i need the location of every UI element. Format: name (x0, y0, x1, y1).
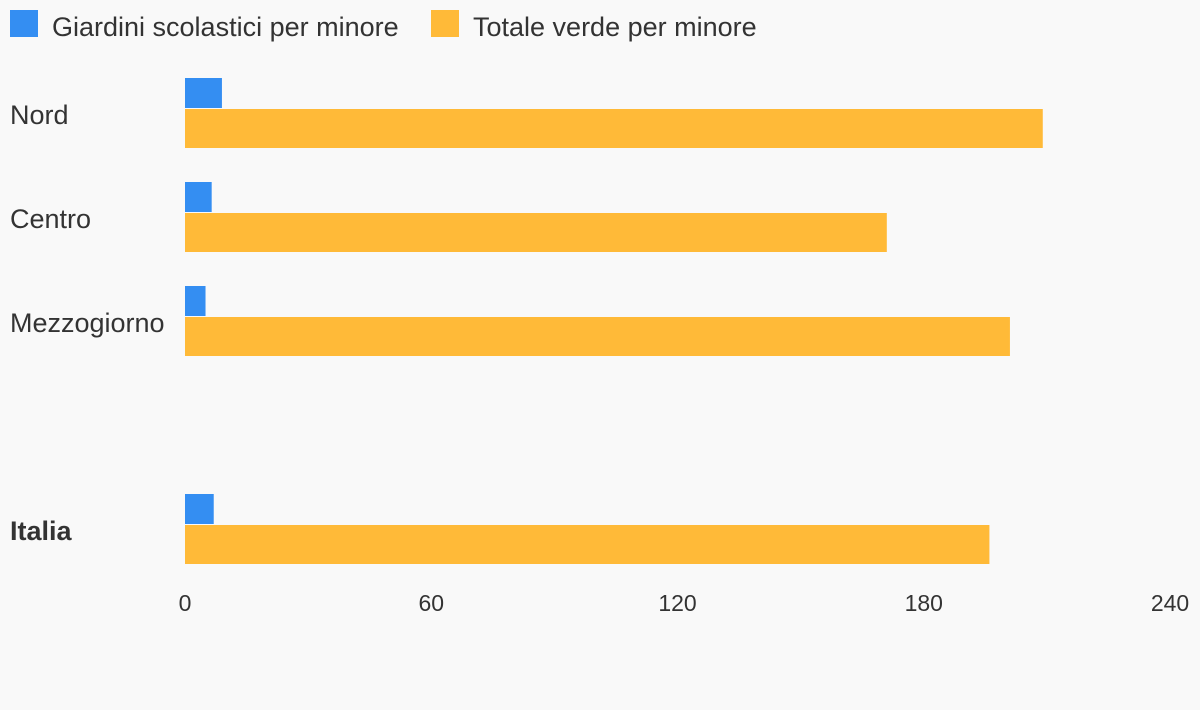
x-tick-label: 180 (905, 590, 943, 616)
legend-label-giardini: Giardini scolastici per minore (52, 12, 399, 42)
legend-swatch-giardini (10, 10, 38, 37)
x-tick-label: 120 (658, 590, 696, 616)
x-axis: 0 60 120 180 240 (179, 590, 1190, 616)
bar-giardini-nord (185, 78, 222, 108)
bar-giardini-mezzogiorno (185, 286, 206, 316)
chart-bars (185, 78, 1043, 564)
bar-giardini-centro (185, 182, 212, 212)
bar-totale-verde-nord (185, 109, 1043, 148)
x-tick-label: 240 (1151, 590, 1189, 616)
legend-swatch-totale-verde (431, 10, 459, 37)
category-label-mezzogiorno: Mezzogiorno (10, 308, 165, 338)
legend-label-totale-verde: Totale verde per minore (473, 12, 757, 42)
category-labels: Nord Centro Mezzogiorno Italia (10, 100, 165, 546)
bar-giardini-italia (185, 494, 214, 524)
x-tick-label: 0 (179, 590, 192, 616)
category-label-italia: Italia (10, 516, 73, 546)
bar-totale-verde-centro (185, 213, 887, 252)
chart-legend: Giardini scolastici per minore Totale ve… (10, 10, 757, 42)
x-tick-label: 60 (418, 590, 444, 616)
category-label-nord: Nord (10, 100, 69, 130)
category-label-centro: Centro (10, 204, 91, 234)
bar-totale-verde-mezzogiorno (185, 317, 1010, 356)
bar-totale-verde-italia (185, 525, 990, 564)
